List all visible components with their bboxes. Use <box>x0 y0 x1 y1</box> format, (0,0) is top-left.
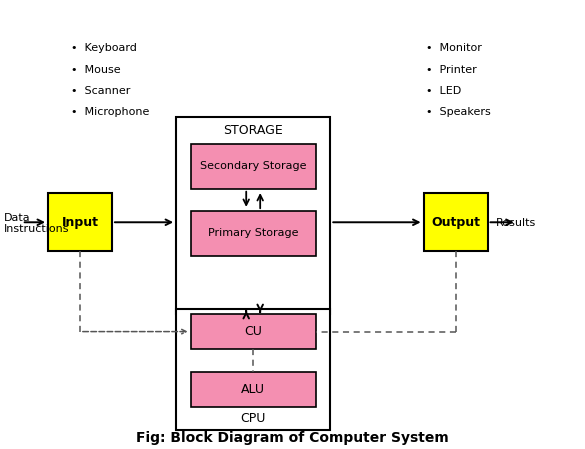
Text: Input: Input <box>61 216 98 229</box>
Text: Secondary Storage: Secondary Storage <box>200 162 307 172</box>
FancyBboxPatch shape <box>191 372 316 407</box>
FancyBboxPatch shape <box>191 211 316 256</box>
Text: Results: Results <box>496 218 536 228</box>
Text: •  LED: • LED <box>426 86 462 96</box>
Text: ALU: ALU <box>241 383 265 396</box>
Text: Primary Storage: Primary Storage <box>208 229 298 238</box>
Text: •  Mouse: • Mouse <box>71 65 121 75</box>
FancyBboxPatch shape <box>48 193 112 251</box>
Text: •  Scanner: • Scanner <box>71 86 130 96</box>
FancyBboxPatch shape <box>176 309 331 430</box>
Text: •  Monitor: • Monitor <box>426 43 482 53</box>
Text: CPU: CPU <box>240 412 266 425</box>
FancyBboxPatch shape <box>176 117 331 314</box>
Text: Data: Data <box>4 213 31 223</box>
Text: •  Microphone: • Microphone <box>71 107 150 118</box>
Text: •  Speakers: • Speakers <box>426 107 491 118</box>
Text: Fig: Block Diagram of Computer System: Fig: Block Diagram of Computer System <box>136 431 449 445</box>
FancyBboxPatch shape <box>191 314 316 349</box>
Text: Instructions: Instructions <box>4 224 70 234</box>
Text: Output: Output <box>431 216 480 229</box>
Text: STORAGE: STORAGE <box>223 124 283 137</box>
Text: CU: CU <box>245 325 262 338</box>
FancyBboxPatch shape <box>191 144 316 189</box>
Text: •  Printer: • Printer <box>426 65 477 75</box>
Text: •  Keyboard: • Keyboard <box>71 43 137 53</box>
FancyBboxPatch shape <box>424 193 487 251</box>
